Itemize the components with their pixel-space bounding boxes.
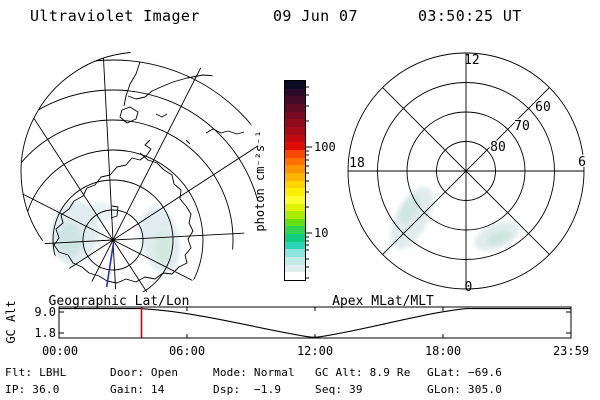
status-glon: GLon: 305.0 [427,383,503,396]
geo-plot-caption: Geographic Lat/Lon [49,294,190,309]
geo-meridians [21,52,261,292]
gc-altitude-curve [59,308,571,338]
status-mode: Mode: Normal [213,366,295,379]
xtick-1200: 12:00 [297,344,333,358]
mlt-6-label: 6 [578,155,586,170]
status-ip: IP: 36.0 [5,383,60,396]
apex-aurora-patches [390,187,520,251]
geo-plot [20,52,261,292]
gc-alt-axis-label: GC Alt [4,300,18,343]
status-gain: Gain: 14 [110,383,165,396]
apex-plot: 12 0 18 6 60 70 80 [347,52,587,295]
timeline-ticks [59,307,571,338]
timeline-box [58,306,572,339]
mlat-80-label: 80 [490,140,506,155]
mlt-18-label: 18 [349,156,365,171]
time-label: 03:50:25 UT [418,7,522,25]
mlt-12-label: 12 [464,53,480,68]
colorbar-gradient [284,80,306,281]
status-gc-alt: GC Alt: 8.9 Re [315,366,411,379]
app-title: Ultraviolet Imager [30,7,200,25]
colorbar-tick-100: 100 [314,140,336,154]
xtick-1800: 18:00 [425,344,461,358]
mlt-0-label: 0 [465,280,473,295]
status-flt: Flt: LBHL [5,366,67,379]
apex-plot-caption: Apex MLat/MLT [332,294,434,309]
xtick-0000: 00:00 [42,344,78,358]
mlat-70-label: 70 [514,119,530,134]
geo-aurora-patches [49,201,180,274]
xtick-2359: 23:59 [553,344,589,358]
status-glat: GLat: −69.6 [427,366,503,379]
ytick-1-8: 1.8 [34,326,56,340]
spacecraft-track-line [105,242,115,289]
mlat-60-label: 60 [535,100,551,115]
fov-edge-arc [20,52,131,242]
xtick-0600: 06:00 [169,344,205,358]
apex-mlt-spokes [348,53,584,289]
ytick-9: 9.0 [34,305,56,319]
status-dsp: Dsp: −1.9 [213,383,282,396]
colorbar-axis: 100 10 photon cm⁻²s⁻¹ [253,86,336,279]
status-seq: Seq: 39 [315,383,363,396]
coastline [53,61,245,284]
colorbar-units-label: photon cm⁻²s⁻¹ [253,130,267,231]
colorbar-tick-10: 10 [314,226,328,240]
status-door: Door: Open [110,366,179,379]
timeline-panel: 9.0 1.8 GC Alt 00:00 06:00 12:00 18:00 2… [4,300,589,358]
date-label: 09 Jun 07 [273,7,358,25]
